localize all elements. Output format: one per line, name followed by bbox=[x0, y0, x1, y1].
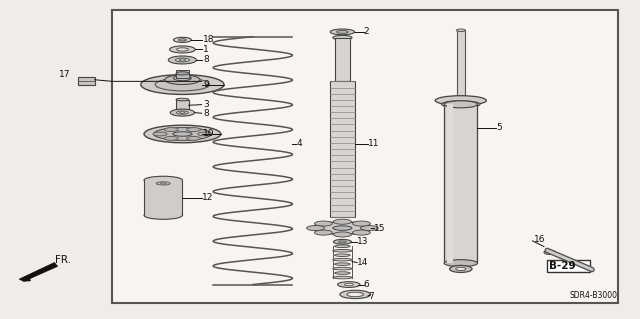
Text: 1: 1 bbox=[203, 45, 209, 54]
Ellipse shape bbox=[353, 221, 371, 226]
Ellipse shape bbox=[307, 226, 324, 231]
Bar bbox=[176, 70, 189, 78]
Ellipse shape bbox=[144, 211, 182, 219]
Text: 9: 9 bbox=[203, 80, 209, 89]
Bar bbox=[335, 38, 350, 81]
Text: SDR4-B3000: SDR4-B3000 bbox=[570, 292, 618, 300]
Polygon shape bbox=[19, 263, 58, 281]
Ellipse shape bbox=[333, 219, 351, 224]
Ellipse shape bbox=[170, 46, 195, 53]
Ellipse shape bbox=[456, 29, 465, 32]
Ellipse shape bbox=[141, 75, 224, 94]
Ellipse shape bbox=[333, 267, 352, 270]
Ellipse shape bbox=[176, 110, 189, 112]
Ellipse shape bbox=[347, 292, 364, 297]
Ellipse shape bbox=[344, 283, 353, 286]
Ellipse shape bbox=[333, 35, 352, 40]
Ellipse shape bbox=[177, 48, 188, 51]
Bar bbox=[112, 10, 618, 303]
Ellipse shape bbox=[173, 132, 192, 136]
Ellipse shape bbox=[179, 39, 186, 41]
Ellipse shape bbox=[187, 128, 201, 131]
Text: 3: 3 bbox=[203, 100, 209, 109]
Ellipse shape bbox=[180, 112, 185, 114]
Ellipse shape bbox=[435, 96, 486, 105]
Ellipse shape bbox=[170, 109, 195, 116]
Ellipse shape bbox=[156, 182, 170, 185]
Text: 14: 14 bbox=[357, 258, 369, 267]
Text: 13: 13 bbox=[357, 237, 369, 246]
Ellipse shape bbox=[335, 254, 350, 256]
Ellipse shape bbox=[333, 239, 351, 244]
Bar bbox=[447, 104, 453, 263]
Ellipse shape bbox=[144, 125, 221, 143]
Ellipse shape bbox=[314, 230, 332, 235]
Ellipse shape bbox=[155, 78, 209, 91]
Ellipse shape bbox=[153, 132, 167, 136]
Bar bbox=[176, 100, 189, 111]
Ellipse shape bbox=[444, 101, 477, 108]
Text: 16: 16 bbox=[534, 235, 545, 244]
Bar bbox=[444, 104, 477, 263]
Bar bbox=[330, 81, 355, 217]
Ellipse shape bbox=[165, 75, 200, 85]
Bar bbox=[78, 77, 95, 85]
Ellipse shape bbox=[314, 222, 371, 234]
Ellipse shape bbox=[164, 137, 178, 140]
Ellipse shape bbox=[444, 260, 477, 267]
Ellipse shape bbox=[187, 137, 201, 140]
Ellipse shape bbox=[314, 221, 332, 226]
Ellipse shape bbox=[173, 76, 191, 81]
Text: B-29: B-29 bbox=[549, 261, 576, 271]
Text: 10: 10 bbox=[203, 130, 214, 138]
Ellipse shape bbox=[337, 31, 348, 33]
Ellipse shape bbox=[456, 267, 466, 271]
Text: 12: 12 bbox=[202, 193, 213, 202]
Ellipse shape bbox=[340, 290, 371, 299]
Ellipse shape bbox=[144, 176, 182, 184]
Bar bbox=[457, 30, 465, 100]
Ellipse shape bbox=[168, 56, 196, 64]
Text: 11: 11 bbox=[368, 139, 380, 148]
Text: 7: 7 bbox=[368, 292, 374, 300]
Text: 6: 6 bbox=[364, 280, 369, 289]
Ellipse shape bbox=[333, 258, 352, 261]
Ellipse shape bbox=[154, 128, 211, 140]
Text: 8: 8 bbox=[203, 56, 209, 64]
Ellipse shape bbox=[176, 98, 189, 101]
Ellipse shape bbox=[335, 263, 350, 265]
Ellipse shape bbox=[177, 111, 188, 114]
Text: 17: 17 bbox=[59, 70, 70, 79]
Ellipse shape bbox=[335, 245, 350, 248]
Bar bbox=[547, 260, 590, 272]
Bar bbox=[144, 180, 182, 215]
Ellipse shape bbox=[335, 272, 350, 274]
Ellipse shape bbox=[161, 183, 166, 184]
Text: 15: 15 bbox=[374, 224, 386, 233]
Ellipse shape bbox=[360, 226, 378, 231]
Ellipse shape bbox=[449, 265, 472, 272]
Ellipse shape bbox=[164, 128, 178, 131]
Text: 4: 4 bbox=[296, 139, 302, 148]
Text: 18: 18 bbox=[203, 35, 214, 44]
Ellipse shape bbox=[176, 72, 189, 75]
Text: 8: 8 bbox=[203, 109, 209, 118]
Ellipse shape bbox=[338, 282, 360, 287]
Ellipse shape bbox=[339, 241, 346, 243]
Ellipse shape bbox=[198, 132, 212, 136]
Ellipse shape bbox=[173, 37, 191, 42]
Ellipse shape bbox=[175, 58, 189, 62]
Ellipse shape bbox=[179, 59, 186, 61]
Ellipse shape bbox=[333, 232, 351, 237]
Ellipse shape bbox=[333, 226, 352, 230]
Ellipse shape bbox=[353, 230, 371, 235]
Ellipse shape bbox=[333, 249, 352, 252]
Text: 5: 5 bbox=[496, 123, 502, 132]
Text: FR.: FR. bbox=[55, 255, 71, 265]
Text: 2: 2 bbox=[364, 27, 369, 36]
Ellipse shape bbox=[330, 29, 355, 35]
Ellipse shape bbox=[333, 276, 352, 279]
Ellipse shape bbox=[544, 250, 556, 255]
Ellipse shape bbox=[442, 101, 480, 108]
